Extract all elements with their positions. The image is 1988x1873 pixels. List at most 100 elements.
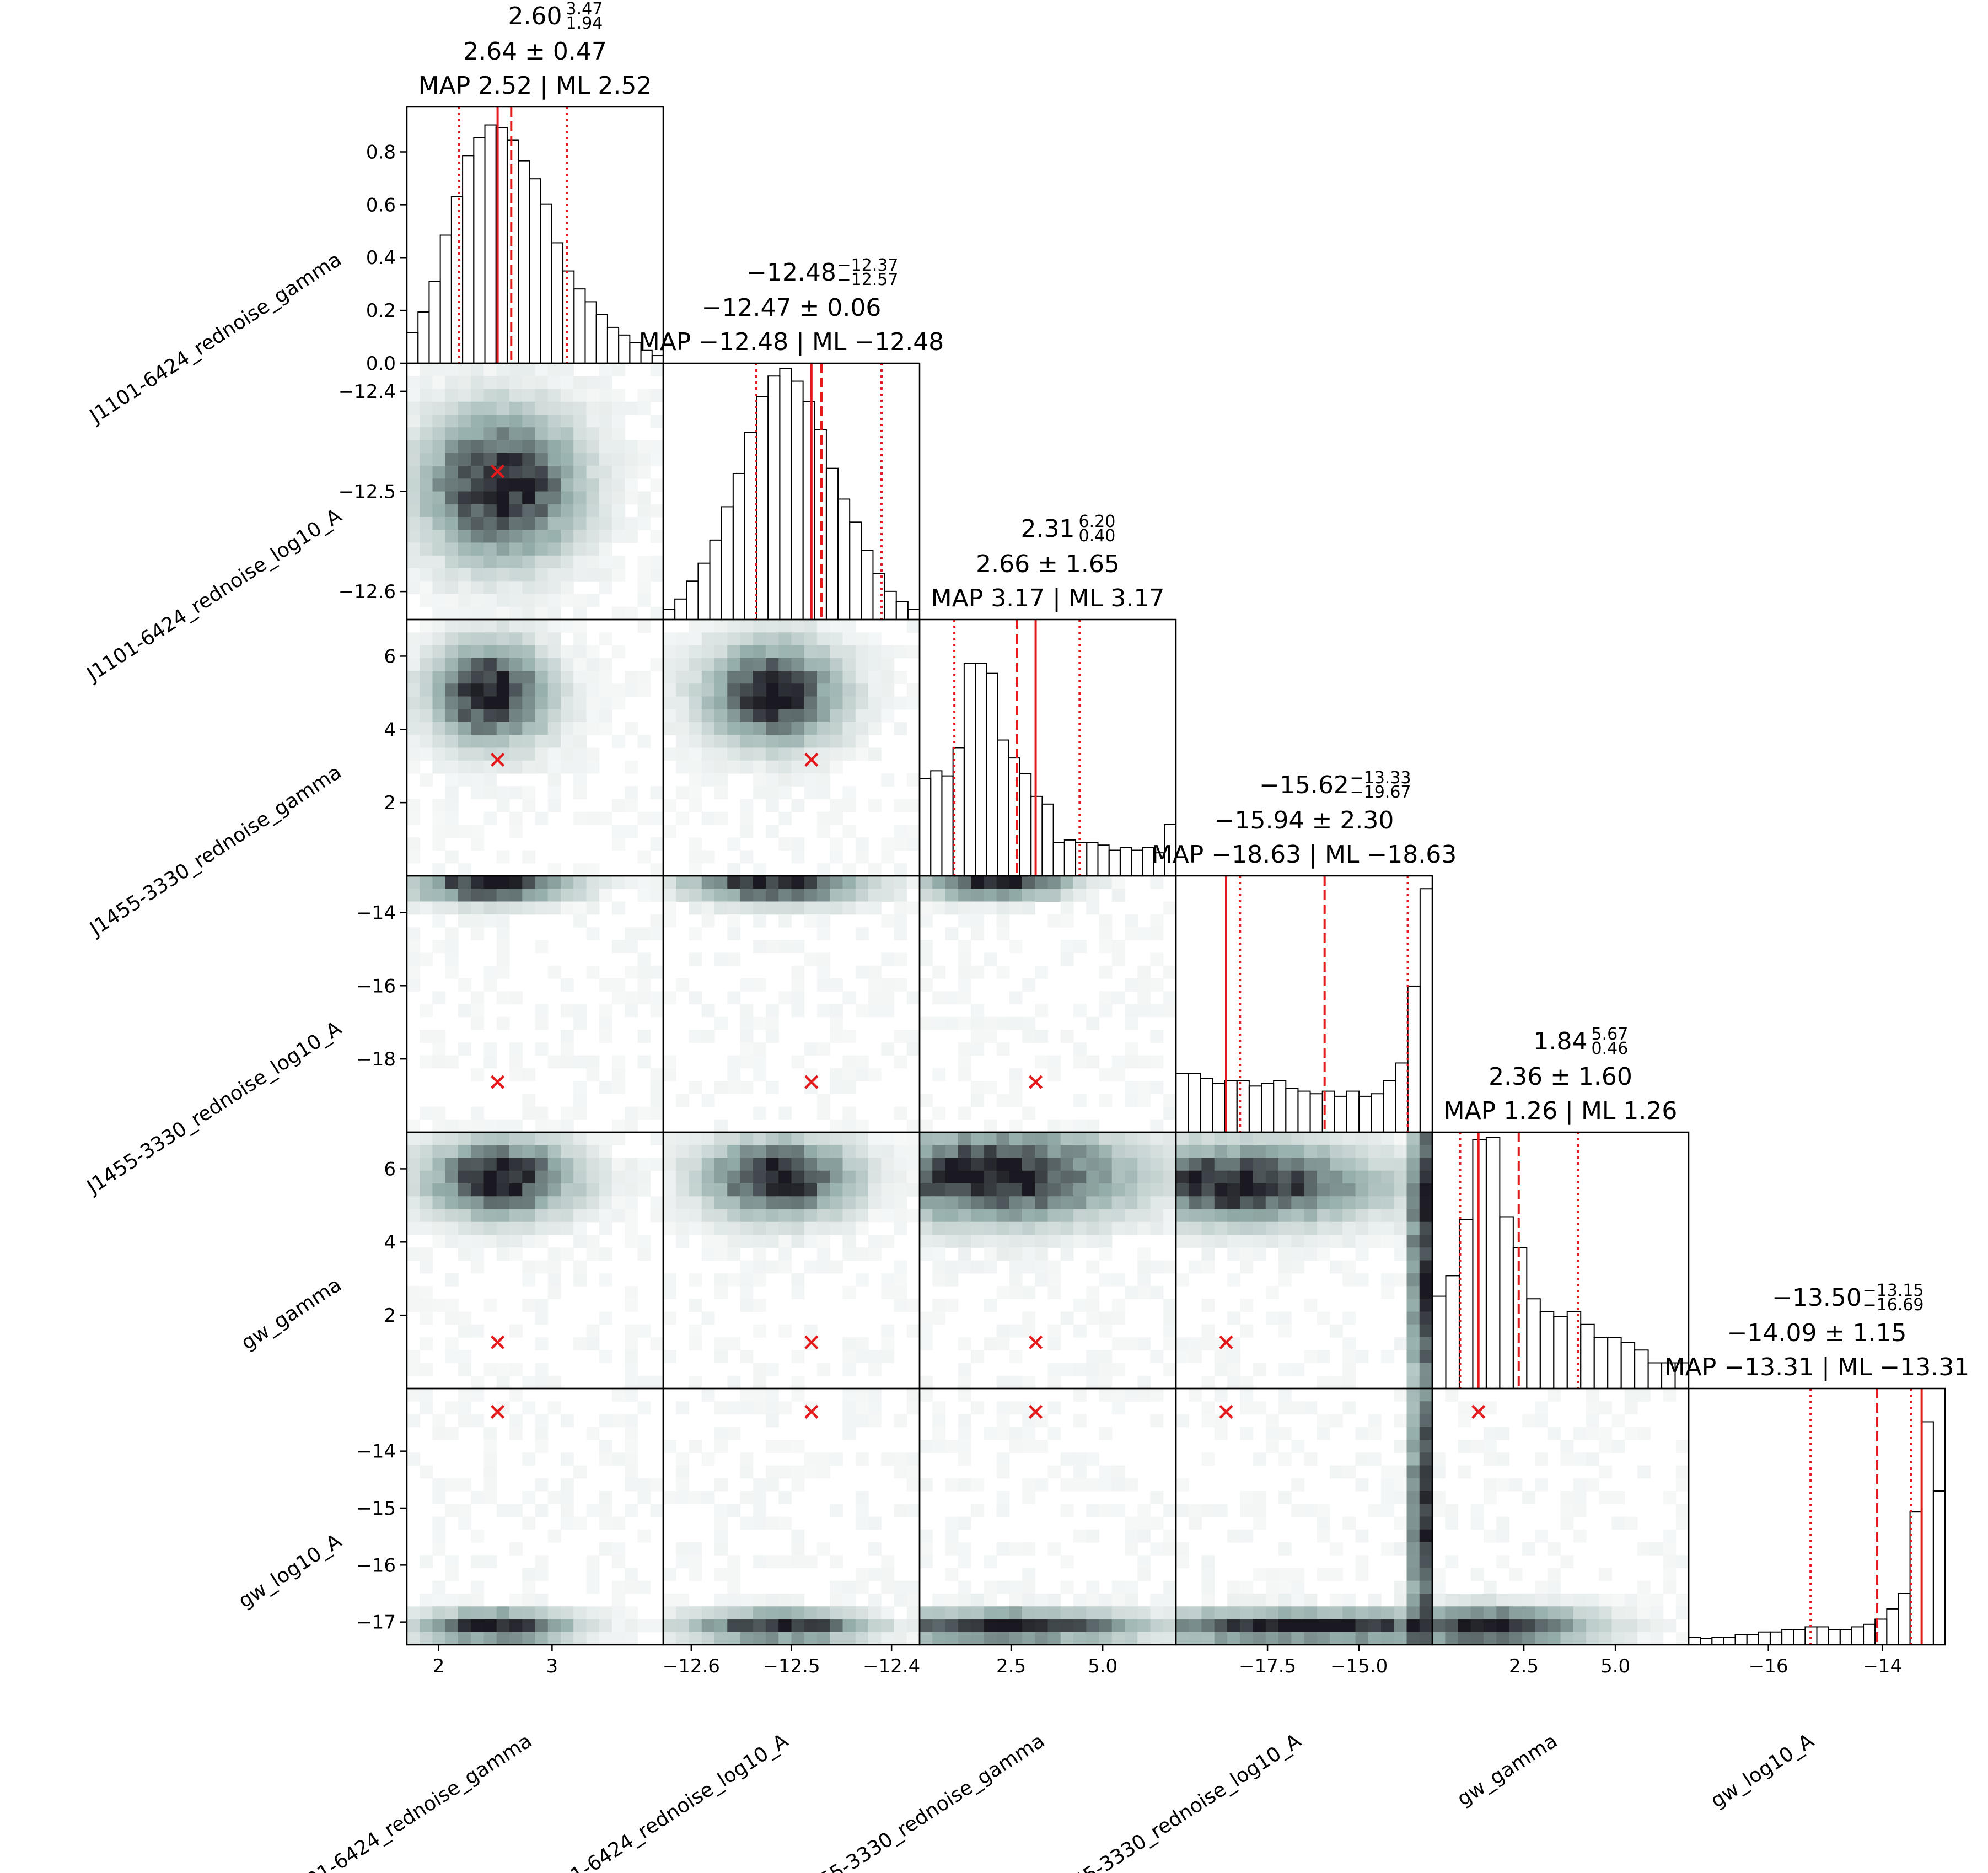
density-cell	[1637, 1619, 1651, 1633]
density-cell	[740, 747, 754, 761]
density-cell	[1150, 1516, 1164, 1530]
density-cell	[689, 799, 702, 812]
density-cell	[842, 1388, 856, 1402]
density-cell	[753, 632, 766, 646]
density-cell	[1355, 1555, 1369, 1569]
density-cell	[509, 620, 523, 633]
density-cell	[1265, 1427, 1279, 1440]
density-cell	[547, 1209, 561, 1223]
density-cell	[996, 1145, 1010, 1159]
density-cell	[432, 1594, 446, 1607]
density-cell	[958, 889, 971, 902]
density-cell	[599, 517, 612, 530]
density-cell	[407, 747, 420, 761]
x-tick-label: 2	[433, 1655, 445, 1677]
density-cell	[906, 1478, 920, 1492]
density-cell	[1355, 1427, 1369, 1440]
density-cell	[958, 1042, 971, 1056]
density-cell	[753, 1299, 766, 1312]
density-cell	[778, 632, 792, 646]
density-cell	[920, 1145, 933, 1159]
density-cell	[1009, 1440, 1023, 1453]
density-cell	[663, 1209, 676, 1223]
density-cell	[1150, 914, 1164, 928]
density-cell	[637, 683, 651, 697]
density-cell	[1317, 1375, 1330, 1389]
density-cell	[1227, 1247, 1240, 1261]
density-cell	[701, 1170, 715, 1184]
density-cell	[676, 1132, 690, 1145]
density-cell	[650, 555, 664, 569]
density-cell	[1111, 1132, 1125, 1145]
density-cell	[483, 773, 497, 787]
density-cell	[625, 1299, 638, 1312]
density-cell	[522, 427, 536, 441]
density-cell	[1099, 1209, 1113, 1223]
density-cell	[1317, 1504, 1330, 1517]
density-cell	[471, 530, 485, 543]
density-cell	[1342, 1619, 1356, 1633]
density-cell	[1663, 1529, 1677, 1543]
density-cell	[1022, 1196, 1035, 1210]
density-cell	[1099, 1158, 1113, 1171]
density-cell	[612, 466, 625, 479]
density-cell	[1073, 940, 1087, 954]
density-cell	[804, 889, 818, 902]
density-cell	[445, 620, 459, 633]
density-cell	[1419, 1580, 1433, 1594]
density-cell	[906, 1632, 920, 1645]
density-cell	[727, 889, 741, 902]
density-cell	[1035, 1158, 1049, 1171]
density-cell	[509, 889, 523, 902]
density-cell	[471, 401, 485, 415]
density-cell	[650, 1004, 664, 1018]
density-cell	[1368, 1594, 1382, 1607]
density-cell	[483, 376, 497, 390]
median-value: 1.84	[1534, 1027, 1588, 1056]
map-point-0-1	[491, 464, 505, 478]
density-cell	[483, 671, 497, 684]
density-cell	[1201, 1183, 1215, 1197]
density-cell	[445, 799, 459, 812]
density-cell	[1240, 1324, 1254, 1338]
density-cell	[496, 696, 510, 710]
density-cell	[932, 889, 946, 902]
density-cell	[791, 671, 805, 684]
density-cell	[817, 927, 830, 940]
density-cell	[1265, 1221, 1279, 1235]
density-cell	[483, 722, 497, 735]
density-cell	[676, 1209, 690, 1223]
density-cell	[881, 1196, 895, 1210]
upper-bound: 5.67	[1592, 1025, 1629, 1044]
density-cell	[791, 1606, 805, 1620]
density-cell	[1137, 1170, 1151, 1184]
density-cell	[842, 632, 856, 646]
density-cell	[1278, 1183, 1292, 1197]
density-cell	[1355, 1632, 1369, 1645]
density-cell	[1560, 1619, 1574, 1633]
density-cell	[612, 825, 625, 838]
density-cell	[663, 889, 676, 902]
density-cell	[971, 1183, 984, 1197]
density-cell	[1086, 1260, 1100, 1274]
density-cell	[561, 555, 574, 569]
density-cell	[1201, 1504, 1215, 1517]
density-cell	[766, 799, 779, 812]
density-cell	[483, 735, 497, 749]
density-cell	[817, 1158, 830, 1171]
density-cell	[458, 1145, 471, 1159]
density-cell	[727, 1081, 741, 1094]
density-cell	[740, 722, 754, 735]
density-cell	[1406, 1452, 1420, 1466]
density-cell	[1035, 1273, 1049, 1287]
density-cell	[778, 658, 792, 671]
density-cell	[881, 1286, 895, 1299]
density-cell	[971, 1606, 984, 1620]
density-cell	[727, 1055, 741, 1069]
density-cell	[932, 965, 946, 979]
density-cell	[637, 965, 651, 979]
density-cell	[625, 1388, 638, 1402]
density-cell	[1330, 1158, 1343, 1171]
density-cell	[522, 722, 536, 735]
density-cell	[509, 683, 523, 697]
